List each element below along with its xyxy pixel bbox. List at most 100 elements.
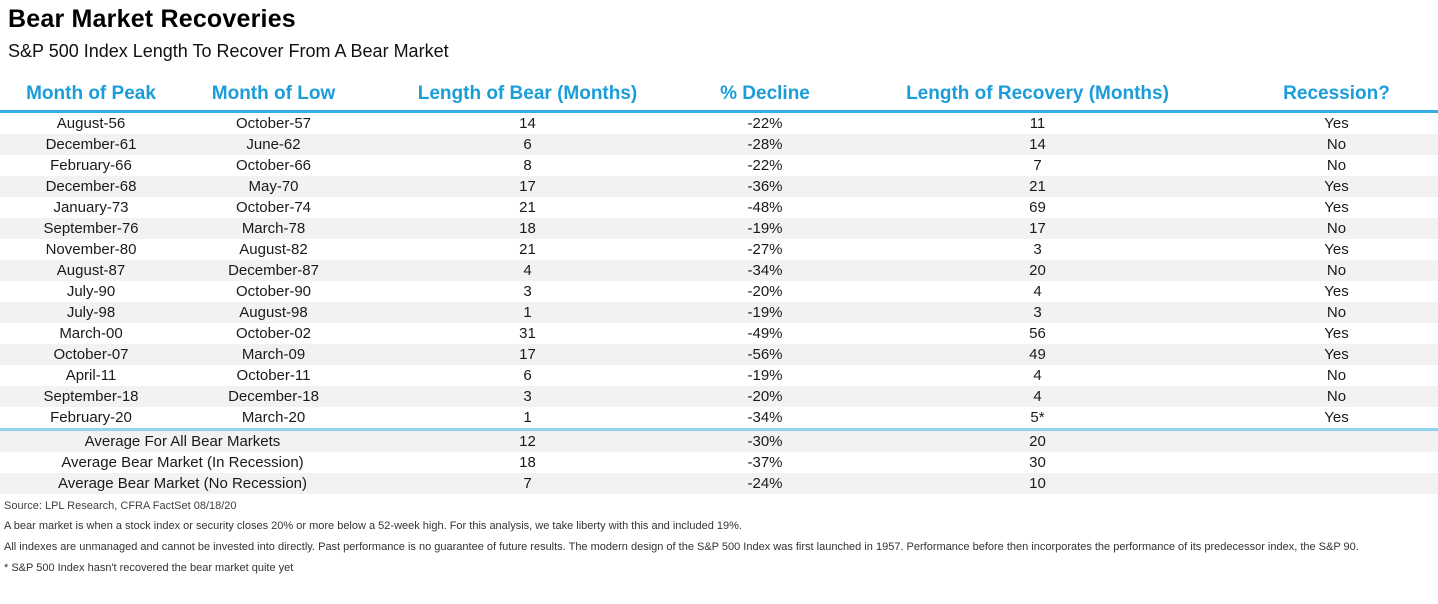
cell-length-of-recovery: 21 xyxy=(1029,178,1046,195)
cell-pct-decline: -20% xyxy=(747,388,783,405)
cell-month-of-low: October-74 xyxy=(235,199,312,216)
cell-month-of-low: June-62 xyxy=(246,136,301,153)
cell-month-of-low: December-18 xyxy=(228,388,319,405)
cell-pct-decline: -49% xyxy=(747,325,783,342)
cell-recession: Yes xyxy=(1324,241,1349,258)
footnote-disclaimer: All indexes are unmanaged and cannot be … xyxy=(4,541,1359,553)
cell-month-of-peak: December-61 xyxy=(45,136,137,153)
cell-recession: No xyxy=(1326,367,1347,384)
cell-pct-decline: -28% xyxy=(747,136,783,153)
summary-row: Average For All Bear Markets 12 -30% 20 xyxy=(0,428,1438,452)
cell-length-of-bear: 8 xyxy=(523,157,532,174)
footnotes: Source: LPL Research, CFRA FactSet 08/18… xyxy=(0,494,1438,574)
table-row: September-76 March-78 18 -19% 17 No xyxy=(0,218,1438,239)
cell-length-of-recovery: 10 xyxy=(1029,475,1046,492)
cell-length-of-bear: 21 xyxy=(519,199,536,216)
cell-month-of-low: August-98 xyxy=(239,304,308,321)
cell-pct-decline: -36% xyxy=(747,178,783,195)
cell-length-of-recovery: 4 xyxy=(1033,388,1042,405)
cell-month-of-low: May-70 xyxy=(248,178,299,195)
cell-pct-decline: -19% xyxy=(747,367,783,384)
cell-length-of-bear: 1 xyxy=(523,304,532,321)
cell-pct-decline: -56% xyxy=(747,346,783,363)
cell-month-of-low: December-87 xyxy=(228,262,319,279)
cell-length-of-bear: 1 xyxy=(523,409,532,426)
cell-length-of-bear: 18 xyxy=(519,220,536,237)
cell-length-of-recovery: 56 xyxy=(1029,325,1046,342)
table-row: August-56 October-57 14 -22% 11 Yes xyxy=(0,112,1438,135)
cell-recession: No xyxy=(1326,157,1347,174)
cell-summary-label: Average For All Bear Markets xyxy=(0,428,365,452)
cell-month-of-low: October-11 xyxy=(236,367,311,384)
cell-recession: No xyxy=(1326,304,1347,321)
page-title: Bear Market Recoveries xyxy=(8,5,296,33)
cell-pct-decline: -48% xyxy=(747,199,783,216)
bear-market-table: Month of Peak Month of Low Length of Bea… xyxy=(0,83,1438,494)
col-header-recession: Recession? xyxy=(1235,83,1438,113)
cell-length-of-recovery: 69 xyxy=(1029,199,1046,216)
cell-month-of-peak: March-00 xyxy=(59,325,123,342)
cell-month-of-peak: September-76 xyxy=(43,220,139,237)
table-row: December-61 June-62 6 -28% 14 No xyxy=(0,134,1438,155)
cell-summary-label: Average Bear Market (No Recession) xyxy=(58,475,307,492)
cell-pct-decline: -34% xyxy=(747,262,783,279)
cell-month-of-low: October-66 xyxy=(235,157,312,174)
cell-recession: Yes xyxy=(1324,199,1349,216)
table-body: August-56 October-57 14 -22% 11 Yes December-6… xyxy=(0,112,1438,494)
cell-length-of-bear: 31 xyxy=(519,325,536,342)
cell-recession: Yes xyxy=(1324,115,1349,132)
table-row: July-98 August-98 1 -19% 3 No xyxy=(0,302,1438,323)
cell-recession: Yes xyxy=(1324,409,1349,426)
table-row: October-07 March-09 17 -56% 49 Yes xyxy=(0,344,1438,365)
cell-month-of-peak: October-07 xyxy=(53,346,129,363)
summary-row: Average Bear Market (No Recession) 7 -24% 1… xyxy=(0,473,1438,494)
cell-month-of-peak: August-56 xyxy=(56,115,126,132)
cell-pct-decline: -27% xyxy=(747,241,783,258)
col-header-length-of-bear: Length of Bear (Months) xyxy=(365,83,690,113)
cell-month-of-peak: July-98 xyxy=(66,304,116,321)
table-row: July-90 October-90 3 -20% 4 Yes xyxy=(0,281,1438,302)
cell-length-of-bear: 12 xyxy=(365,428,690,452)
cell-month-of-peak: September-18 xyxy=(43,388,139,405)
cell-length-of-bear: 3 xyxy=(523,388,532,405)
cell-pct-decline: -37% xyxy=(747,454,783,471)
cell-recession xyxy=(1235,428,1438,452)
cell-length-of-recovery: 4 xyxy=(1033,367,1042,384)
table-row: November-80 August-82 21 -27% 3 Yes xyxy=(0,239,1438,260)
cell-pct-decline: -22% xyxy=(747,157,783,174)
cell-recession: No xyxy=(1326,388,1347,405)
table-row: February-20 March-20 1 -34% 5* Yes xyxy=(0,407,1438,430)
cell-pct-decline: -19% xyxy=(747,304,783,321)
cell-pct-decline: -20% xyxy=(747,283,783,300)
table-row: February-66 October-66 8 -22% 7 No xyxy=(0,155,1438,176)
table-row: December-68 May-70 17 -36% 21 Yes xyxy=(0,176,1438,197)
cell-recession xyxy=(1235,452,1438,473)
cell-length-of-recovery: 5* xyxy=(1030,409,1045,426)
cell-length-of-bear: 17 xyxy=(519,178,536,195)
cell-length-of-recovery: 3 xyxy=(1033,304,1042,321)
table-row: April-11 October-11 6 -19% 4 No xyxy=(0,365,1438,386)
cell-length-of-recovery: 30 xyxy=(1029,454,1046,471)
cell-recession: Yes xyxy=(1324,283,1349,300)
cell-month-of-peak: February-20 xyxy=(50,409,132,426)
cell-recession: No xyxy=(1326,262,1347,279)
cell-recession: Yes xyxy=(1324,346,1349,363)
cell-length-of-bear: 14 xyxy=(519,115,536,132)
cell-month-of-peak: August-87 xyxy=(56,262,126,279)
cell-length-of-recovery: 3 xyxy=(1033,241,1042,258)
cell-length-of-recovery: 14 xyxy=(1029,136,1046,153)
cell-month-of-low: March-09 xyxy=(241,346,306,363)
cell-month-of-low: August-82 xyxy=(239,241,308,258)
table-row: September-18 December-18 3 -20% 4 No xyxy=(0,386,1438,407)
cell-month-of-peak: December-68 xyxy=(45,178,137,195)
cell-length-of-bear: 6 xyxy=(523,136,532,153)
cell-month-of-peak: April-11 xyxy=(65,367,117,384)
footnote-bear-market-definition: A bear market is when a stock index or s… xyxy=(4,520,742,532)
cell-month-of-peak: November-80 xyxy=(45,241,137,258)
footnote-source: Source: LPL Research, CFRA FactSet 08/18… xyxy=(4,500,237,512)
cell-recession: Yes xyxy=(1324,178,1349,195)
col-header-length-of-recovery: Length of Recovery (Months) xyxy=(840,83,1235,113)
table-row: March-00 October-02 31 -49% 56 Yes xyxy=(0,323,1438,344)
cell-month-of-peak: July-90 xyxy=(66,283,116,300)
table-row: January-73 October-74 21 -48% 69 Yes xyxy=(0,197,1438,218)
